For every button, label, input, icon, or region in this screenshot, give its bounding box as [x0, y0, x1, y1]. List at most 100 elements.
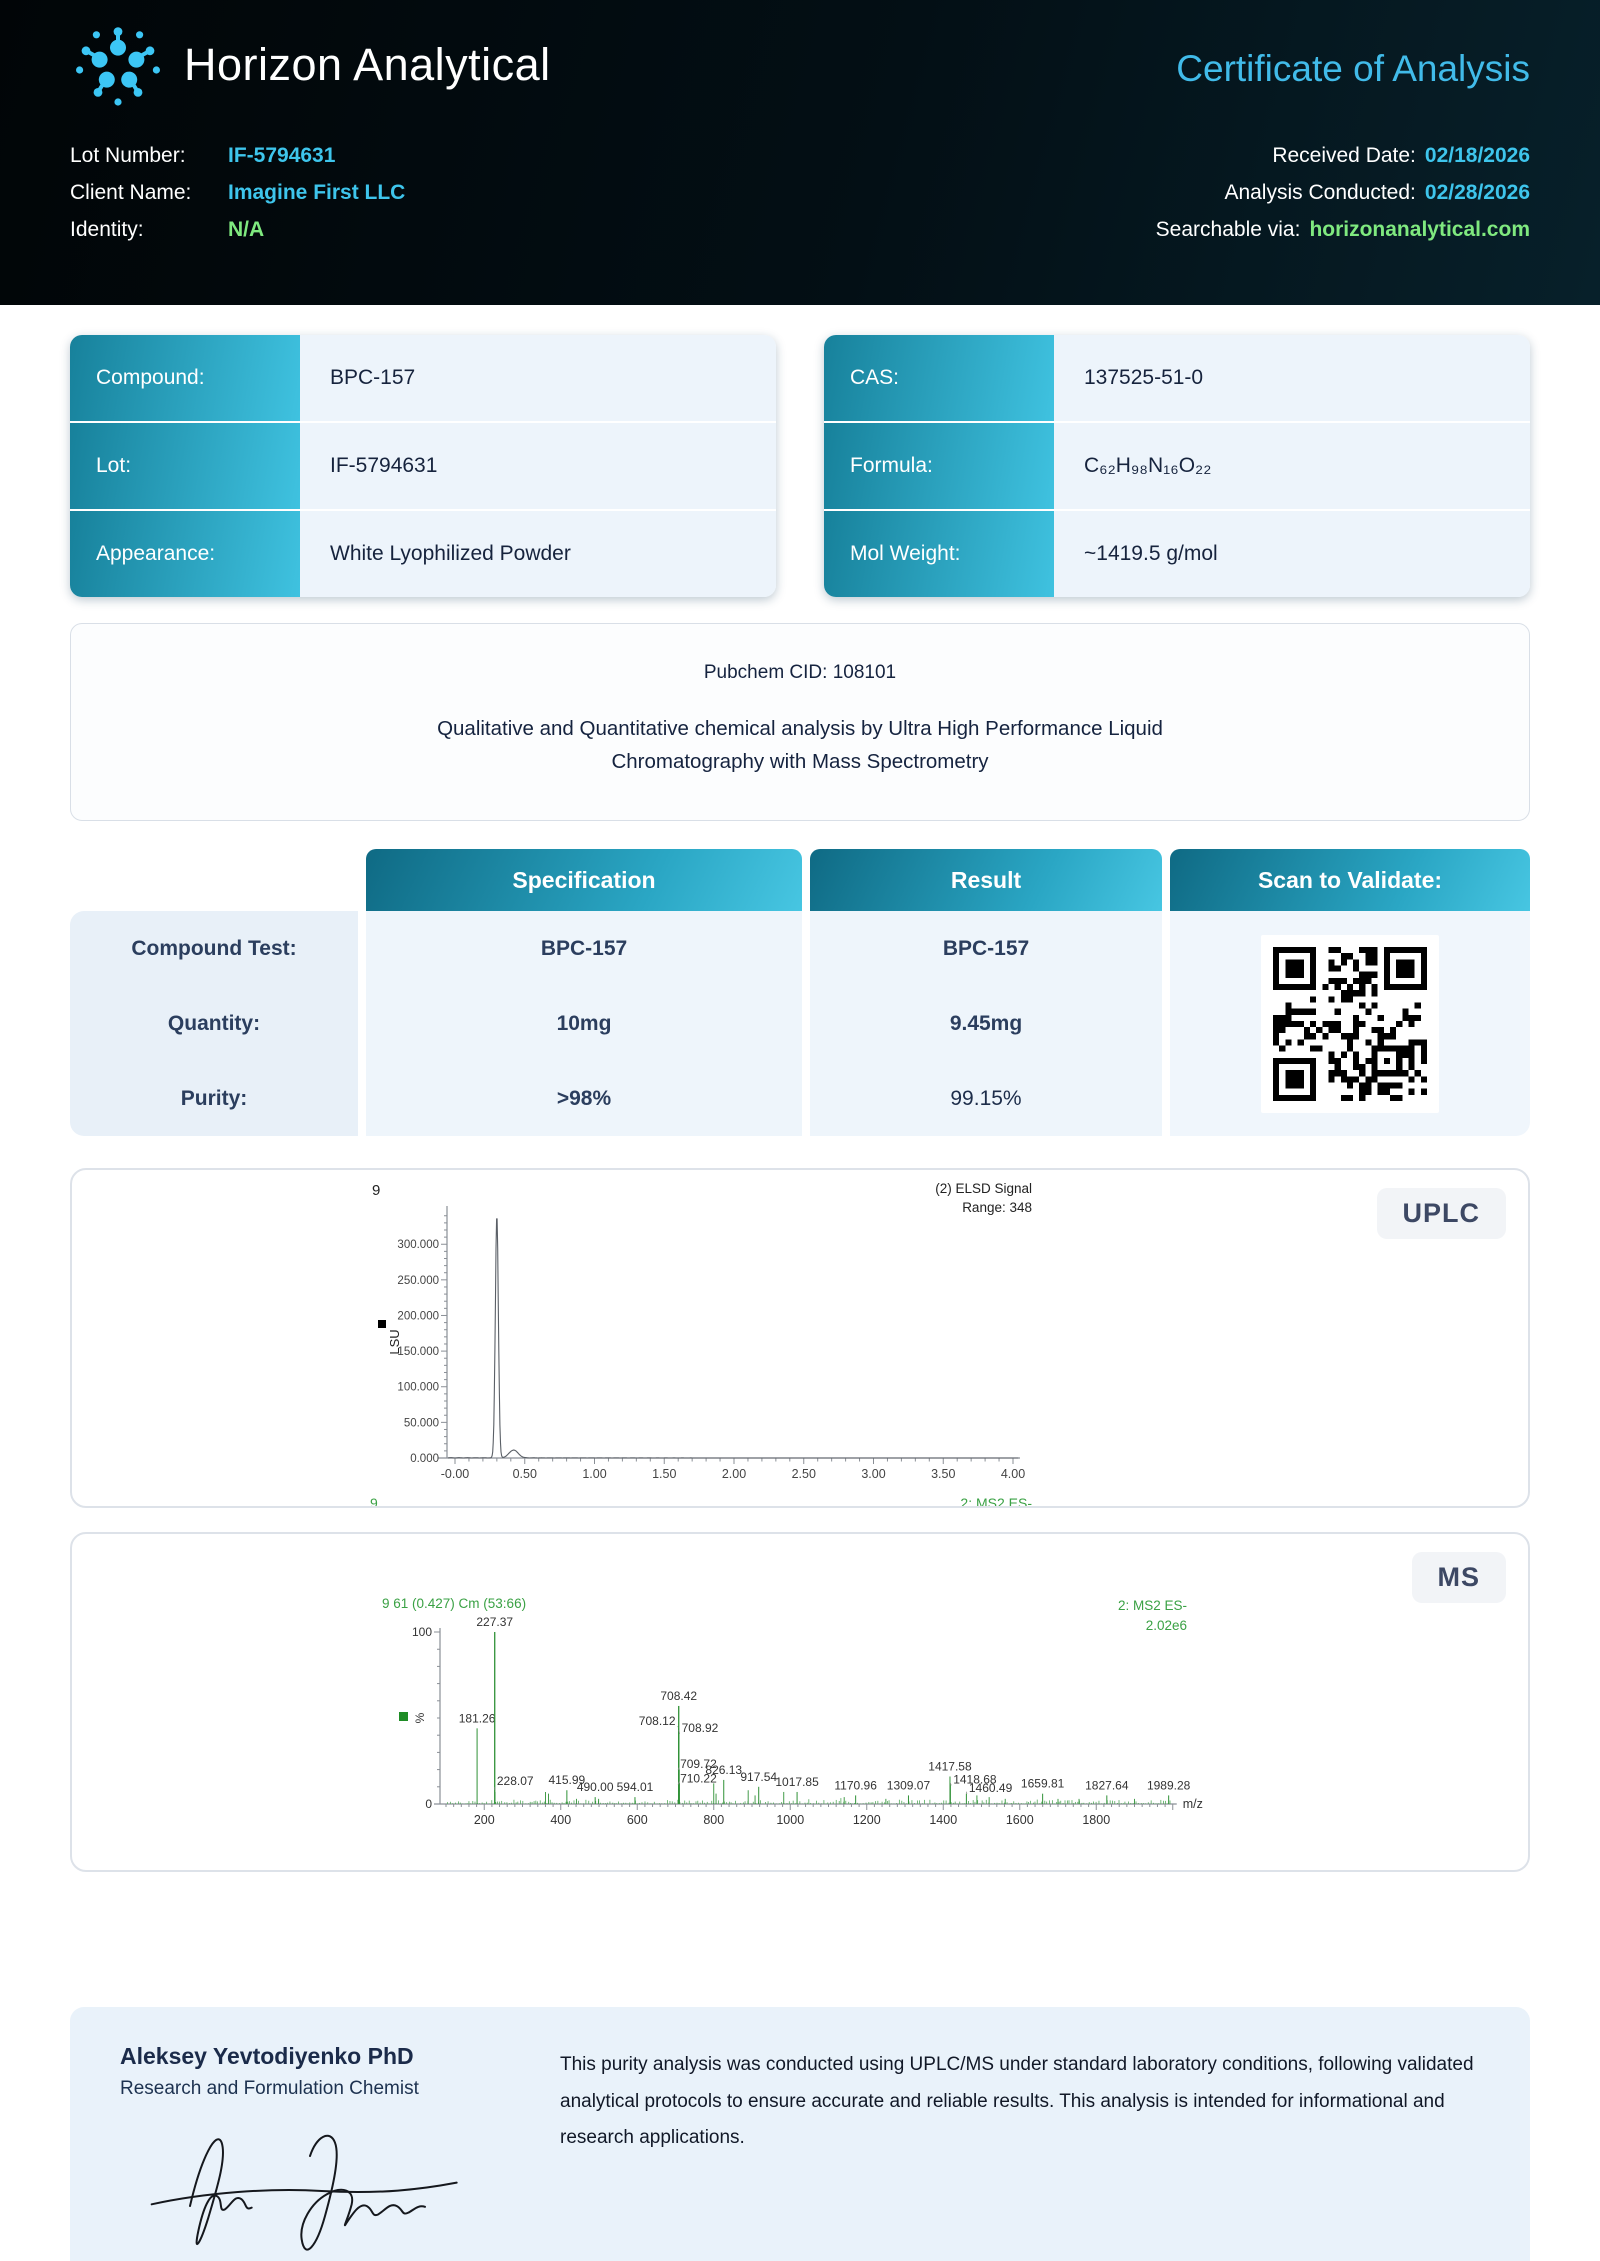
scan-to-validate-header: Scan to Validate:	[1170, 849, 1530, 912]
lot-number-row: Lot Number: IF-5794631	[70, 137, 405, 174]
svg-text:0.50: 0.50	[513, 1467, 537, 1481]
spec-header-spacer	[70, 849, 358, 911]
identity-row: Identity: N/A	[70, 211, 405, 248]
client-name-label: Client Name:	[70, 181, 192, 204]
result-header: Result	[810, 849, 1162, 912]
uplc-panel: 0.000 50.000 100.000 150.000 200.000 250.000 3…	[70, 1168, 1530, 1509]
compound-value: BPC-157	[300, 335, 776, 423]
svg-text:708.42: 708.42	[660, 1689, 697, 1703]
document-title: Certificate of Analysis	[1176, 48, 1530, 89]
svg-text:m/z: m/z	[1183, 1797, 1203, 1811]
brand: Horizon Analytical	[70, 14, 551, 115]
brand-name: Horizon Analytical	[184, 38, 551, 90]
svg-text:594.01: 594.01	[617, 1781, 654, 1795]
svg-text:490.00: 490.00	[577, 1781, 614, 1795]
svg-text:1989.28: 1989.28	[1147, 1779, 1191, 1793]
purity-result: 99.15%	[810, 1061, 1162, 1137]
analysis-statement: This purity analysis was conducted using…	[560, 2054, 1474, 2148]
signature-handwriting	[120, 2106, 500, 2261]
ms-chart-svg: 1000%200 400 600 800 1000 1200 1400 1600 1800m/z…	[399, 1615, 1203, 1827]
svg-text:%: %	[413, 1713, 427, 1724]
svg-text:-0.00: -0.00	[441, 1467, 470, 1481]
client-name-row: Client Name: Imagine First LLC	[70, 174, 405, 211]
svg-text:LSU: LSU	[387, 1330, 402, 1355]
analysis-description: Qualitative and Quantitative chemical an…	[437, 717, 1163, 774]
searchable-value: horizonanalytical.com	[1309, 218, 1530, 241]
cas-value: 137525-51-0	[1054, 335, 1530, 423]
svg-text:200: 200	[474, 1813, 495, 1827]
svg-text:917.54: 917.54	[740, 1770, 777, 1784]
cas-label: CAS:	[824, 335, 1054, 423]
appearance-label: Appearance:	[70, 511, 300, 597]
received-date-value: 02/18/2026	[1424, 144, 1530, 167]
svg-text:4.00: 4.00	[1001, 1467, 1025, 1481]
svg-text:228.07: 228.07	[497, 1774, 534, 1788]
uplc-run-label: 9	[372, 1182, 381, 1200]
ms-mode-label: 2: MS2 ES- 2.02e6	[1117, 1598, 1187, 1633]
svg-text:1800: 1800	[1082, 1813, 1110, 1827]
svg-text:1170.96: 1170.96	[834, 1779, 877, 1793]
compound-info-table: Compound: BPC-157 Lot: IF-5794631 Appear…	[70, 335, 776, 597]
svg-text:1460.49: 1460.49	[969, 1781, 1013, 1795]
pubchem-cid: Pubchem CID: 108101	[703, 662, 897, 683]
svg-text:415.99: 415.99	[549, 1774, 586, 1788]
lot-number-label: Lot Number:	[70, 144, 186, 167]
svg-text:100.000: 100.000	[397, 1382, 439, 1394]
svg-text:1418.68: 1418.68	[953, 1773, 997, 1787]
quantity-label: Quantity:	[70, 986, 358, 1062]
compound-test-result: BPC-157	[810, 911, 1162, 987]
received-date-row: Received Date: 02/18/2026	[1156, 137, 1530, 174]
uplc-badge: UPLC	[1376, 1188, 1506, 1240]
svg-text:2.50: 2.50	[792, 1467, 816, 1481]
svg-text:1400: 1400	[929, 1813, 957, 1827]
main-content: Compound: BPC-157 Lot: IF-5794631 Appear…	[0, 335, 1600, 2261]
purity-label: Purity:	[70, 1061, 358, 1137]
compound-test-label: Compound Test:	[70, 911, 358, 987]
svg-text:400: 400	[550, 1813, 571, 1827]
compound-test-spec: BPC-157	[366, 911, 802, 987]
molecule-logo-icon	[70, 14, 166, 115]
formula-value: C₆₂H₉₈N₁₆O₂₂	[1054, 423, 1530, 511]
svg-text:1017.85: 1017.85	[775, 1775, 819, 1789]
svg-text:708.12: 708.12	[639, 1714, 676, 1728]
svg-text:826.13: 826.13	[705, 1763, 742, 1777]
svg-text:1.00: 1.00	[582, 1467, 606, 1481]
lot-label: Lot:	[70, 423, 300, 511]
chemist-title: Research and Formulation Chemist	[120, 2078, 419, 2100]
svg-text:1600: 1600	[1006, 1813, 1034, 1827]
svg-text:1309.07: 1309.07	[887, 1779, 931, 1793]
quantity-result: 9.45mg	[810, 986, 1162, 1062]
quantity-spec: 10mg	[366, 986, 802, 1062]
svg-text:708.92: 708.92	[682, 1721, 719, 1735]
svg-text:709.72: 709.72	[680, 1757, 717, 1771]
identity-value: N/A	[228, 218, 265, 241]
searchable-label: Searchable via:	[1155, 218, 1301, 241]
svg-text:100: 100	[412, 1625, 432, 1639]
svg-text:710.22: 710.22	[680, 1772, 717, 1786]
uplc-chart-svg: 0.000 50.000 100.000 150.000 200.000 250.000 3…	[378, 1206, 1025, 1481]
svg-text:250.000: 250.000	[397, 1275, 439, 1287]
svg-text:3.00: 3.00	[861, 1467, 885, 1481]
header: Horizon Analytical Certificate of Analys…	[0, 0, 1600, 305]
appearance-value: White Lyophilized Powder	[300, 511, 776, 597]
svg-text:181.26: 181.26	[459, 1712, 496, 1726]
identity-label: Identity:	[70, 218, 144, 241]
svg-text:2.00: 2.00	[722, 1467, 746, 1481]
lot-number-value: IF-5794631	[228, 144, 336, 167]
svg-text:1659.81: 1659.81	[1021, 1777, 1065, 1791]
svg-text:1417.58: 1417.58	[928, 1760, 972, 1774]
client-name-value: Imagine First LLC	[228, 181, 406, 204]
header-meta-left: Lot Number: IF-5794631 Client Name: Imag…	[70, 137, 405, 248]
qr-cell	[1170, 911, 1530, 1137]
signature-section: Aleksey Yevtodiyenko PhD Research and Fo…	[70, 2007, 1530, 2261]
header-meta-right: Received Date: 02/18/2026 Analysis Condu…	[1156, 137, 1530, 248]
specification-table: Specification Result Scan to Validate: C…	[70, 849, 1530, 1137]
svg-text:0: 0	[425, 1797, 432, 1811]
svg-text:300.000: 300.000	[397, 1240, 439, 1252]
svg-text:50.000: 50.000	[404, 1418, 439, 1430]
svg-text:1.50: 1.50	[652, 1467, 676, 1481]
formula-label: Formula:	[824, 423, 1054, 511]
uplc-signal-label: (2) ELSD Signal Range: 348	[935, 1181, 1032, 1216]
purity-spec: >98%	[366, 1061, 802, 1137]
ms-scan-label: 9 61 (0.427) Cm (53:66)	[382, 1596, 527, 1612]
